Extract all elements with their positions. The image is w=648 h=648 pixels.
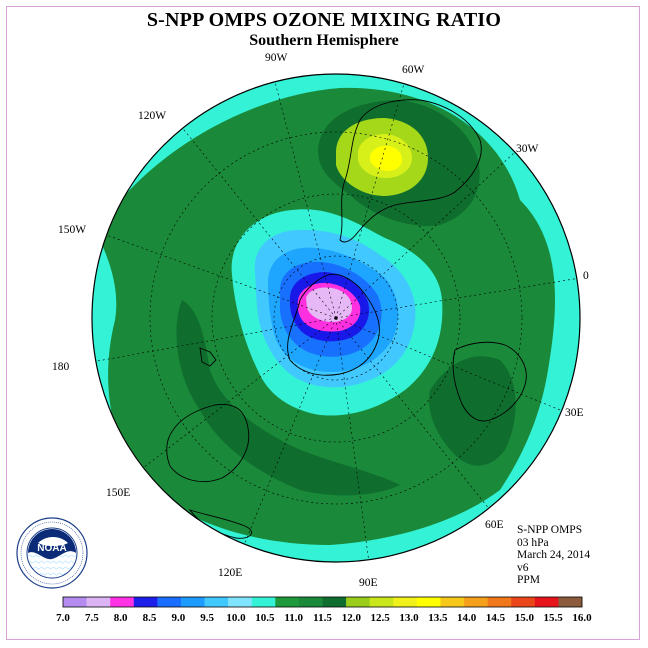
colorbar-swatch (511, 597, 536, 607)
meridian-0 (335, 277, 580, 319)
colorbar-tick-label: 14.0 (457, 612, 477, 624)
colorbar-swatch (133, 597, 158, 607)
colorbar-tick-label: 13.5 (428, 612, 448, 624)
colorbar-swatch (275, 597, 300, 607)
colorbar-swatch (228, 597, 253, 607)
colorbar-swatch (393, 597, 418, 607)
colorbar-swatch (464, 597, 488, 607)
map-subtitle: Southern Hemisphere (249, 32, 399, 49)
colorbar-tick-label: 12.0 (342, 612, 362, 624)
colorbar-swatch (558, 597, 583, 607)
longitude-labels: 90W 60W 30W 0 30E 60E 90E 120E 150E 180 … (52, 52, 589, 589)
coastline-south-america (339, 99, 482, 243)
colorbar-swatch (487, 597, 512, 607)
colorbar-tick-label: 9.5 (200, 612, 214, 624)
label-180: 180 (52, 361, 70, 373)
colorbar-tick-label: 13.0 (399, 612, 419, 624)
colorbar-swatch (157, 597, 182, 607)
ozone-field (92, 74, 580, 562)
logo-bird (38, 537, 68, 546)
info-block: S-NPP OMPS 03 hPa March 24, 2014 v6 PPM (517, 524, 590, 587)
logo-text: NOAA (37, 543, 66, 554)
map-boundary (91, 73, 581, 563)
colorbar-tick-label: 8.0 (114, 612, 128, 624)
label-30e: 30E (565, 407, 584, 419)
colorbar: 7.0 7.5 8.0 8.5 9.0 9.5 10.0 10.5 11.0 11.5 12.0 12… (56, 596, 592, 624)
figure-frame (6, 6, 640, 640)
colorbar-swatch (322, 597, 347, 607)
map-title: S-NPP OMPS OZONE MIXING RATIO (146, 9, 502, 31)
latitude-circle-middle (211, 193, 461, 443)
dark-band-west (176, 300, 400, 496)
label-120w: 120W (138, 110, 166, 122)
coastlines (166, 99, 527, 539)
coastline-antarctica (287, 273, 380, 376)
colorbar-swatch (416, 597, 441, 607)
latitude-circle-outer (149, 131, 523, 505)
coastline-australia (166, 403, 250, 482)
colorbar-swatch (86, 597, 111, 607)
colorbar-tick-label: 15.0 (515, 612, 535, 624)
label-150w: 150W (58, 224, 86, 236)
lavender-core (306, 287, 352, 322)
coastline-africa (452, 341, 527, 422)
colorbar-tick-label: 8.5 (143, 612, 157, 624)
logo-lettering-ring (20, 521, 84, 585)
yellow-core (370, 145, 402, 171)
label-30w: 30W (516, 143, 539, 155)
colorbar-swatch (204, 597, 229, 607)
colorbar-tick-label: 16.0 (572, 612, 592, 624)
info-level: 03 hPa (517, 536, 549, 549)
colorbar-tick-label: 9.0 (171, 612, 185, 624)
info-instrument: S-NPP OMPS (517, 524, 583, 536)
colorbar-swatch (63, 597, 87, 607)
info-date: March 24, 2014 (517, 549, 591, 561)
colorbar-tick-label: 15.5 (544, 612, 564, 624)
colorbar-tick-label: 14.5 (486, 612, 506, 624)
colorbar-tick-label: 10.0 (226, 612, 246, 624)
colorbar-tick-label: 10.5 (255, 612, 275, 624)
colorbar-swatch (534, 597, 559, 607)
label-150e: 150E (106, 487, 130, 499)
colorbar-tick-label: 11.0 (284, 612, 303, 624)
label-120e: 120E (218, 567, 242, 579)
meridian-60e (335, 317, 491, 511)
meridian-180 (92, 317, 337, 363)
latitude-circle-inner (273, 255, 399, 381)
label-60w: 60W (402, 64, 425, 76)
colorbar-swatch (298, 597, 323, 607)
colorbar-swatch (369, 597, 394, 607)
meridian-120e (237, 317, 337, 561)
meridian-150w (97, 231, 337, 319)
colorbar-border (62, 596, 583, 608)
coastline-new-zealand (199, 347, 217, 367)
colorbar-swatch (251, 597, 276, 607)
meridian-90e (335, 317, 371, 562)
label-90e: 90E (359, 577, 378, 589)
dark-band-east (429, 356, 516, 466)
colorbar-tick-label: 7.0 (56, 612, 70, 624)
info-units: PPM (517, 574, 541, 586)
colorbar-tick-label: 7.5 (85, 612, 99, 624)
label-90w: 90W (265, 52, 288, 64)
meridian-60w (335, 79, 406, 319)
meridian-30w (335, 151, 516, 319)
label-0: 0 (583, 270, 589, 282)
noaa-logo: NOAA (16, 517, 88, 589)
colorbar-swatch (180, 597, 205, 607)
colorbar-swatch (346, 597, 370, 607)
colorbar-tick-label: 12.5 (371, 612, 391, 624)
colorbar-swatch (110, 597, 135, 607)
colorbar-tick-label: 11.5 (313, 612, 332, 624)
label-60e: 60E (485, 519, 504, 531)
info-version: v6 (517, 561, 529, 574)
meridian-90w (273, 77, 337, 319)
colorbar-swatch (440, 597, 465, 607)
graticule (92, 77, 580, 562)
meridian-30e (335, 317, 561, 411)
